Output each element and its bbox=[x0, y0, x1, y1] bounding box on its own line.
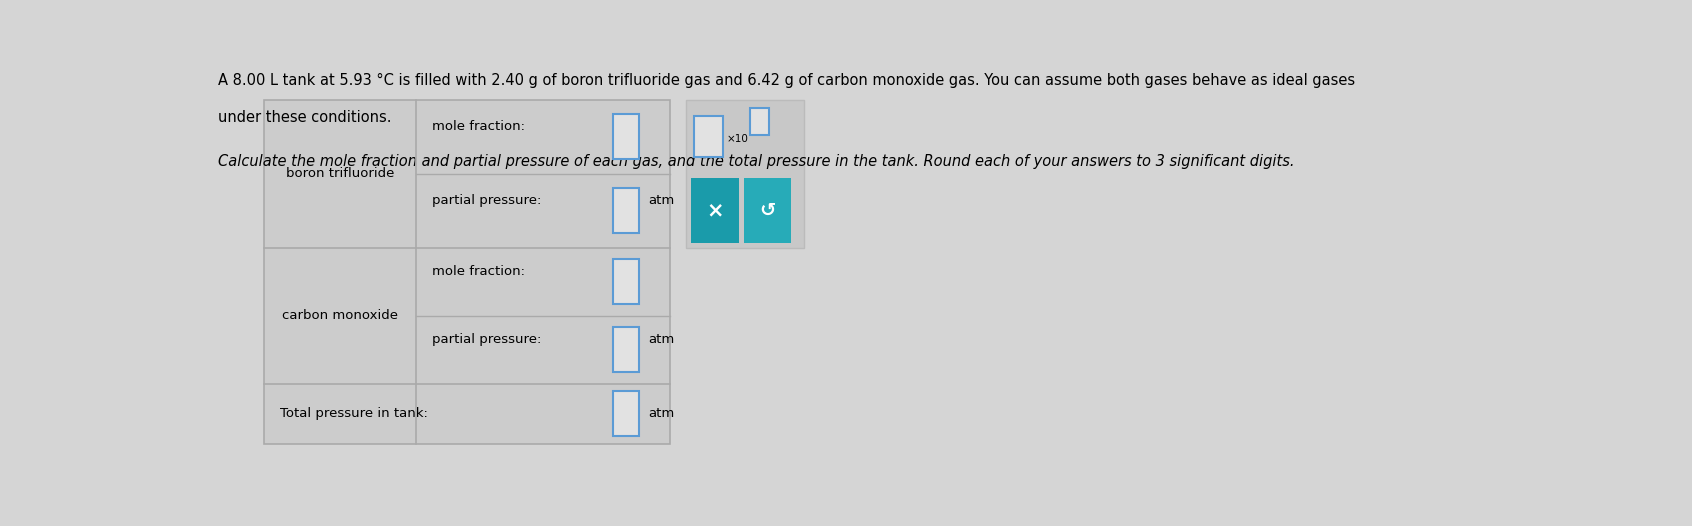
Text: under these conditions.: under these conditions. bbox=[218, 110, 391, 125]
FancyBboxPatch shape bbox=[694, 116, 722, 157]
FancyBboxPatch shape bbox=[613, 259, 640, 304]
Text: mole fraction:: mole fraction: bbox=[431, 120, 525, 133]
FancyBboxPatch shape bbox=[613, 114, 640, 159]
Text: boron trifluoride: boron trifluoride bbox=[286, 167, 394, 180]
FancyBboxPatch shape bbox=[692, 178, 739, 243]
Text: partial pressure:: partial pressure: bbox=[431, 194, 541, 207]
Text: atm: atm bbox=[648, 194, 675, 207]
Text: Calculate the mole fraction and partial pressure of each gas, and the total pres: Calculate the mole fraction and partial … bbox=[218, 154, 1294, 169]
Text: partial pressure:: partial pressure: bbox=[431, 333, 541, 346]
FancyBboxPatch shape bbox=[613, 188, 640, 233]
Text: mole fraction:: mole fraction: bbox=[431, 265, 525, 278]
FancyBboxPatch shape bbox=[751, 108, 768, 135]
Text: A 8.00 L tank at 5.93 °C is filled with 2.40 g of boron trifluoride gas and 6.42: A 8.00 L tank at 5.93 °C is filled with … bbox=[218, 73, 1355, 88]
Text: atm: atm bbox=[648, 333, 675, 346]
FancyBboxPatch shape bbox=[744, 178, 792, 243]
FancyBboxPatch shape bbox=[687, 99, 804, 248]
Text: ↺: ↺ bbox=[760, 201, 775, 220]
Text: Total pressure in tank:: Total pressure in tank: bbox=[279, 407, 428, 420]
Text: carbon monoxide: carbon monoxide bbox=[283, 309, 398, 322]
FancyBboxPatch shape bbox=[613, 327, 640, 372]
Text: ×: × bbox=[706, 200, 724, 220]
FancyBboxPatch shape bbox=[264, 99, 670, 444]
Text: ×10: ×10 bbox=[728, 134, 750, 144]
Text: atm: atm bbox=[648, 407, 675, 420]
FancyBboxPatch shape bbox=[613, 391, 640, 436]
